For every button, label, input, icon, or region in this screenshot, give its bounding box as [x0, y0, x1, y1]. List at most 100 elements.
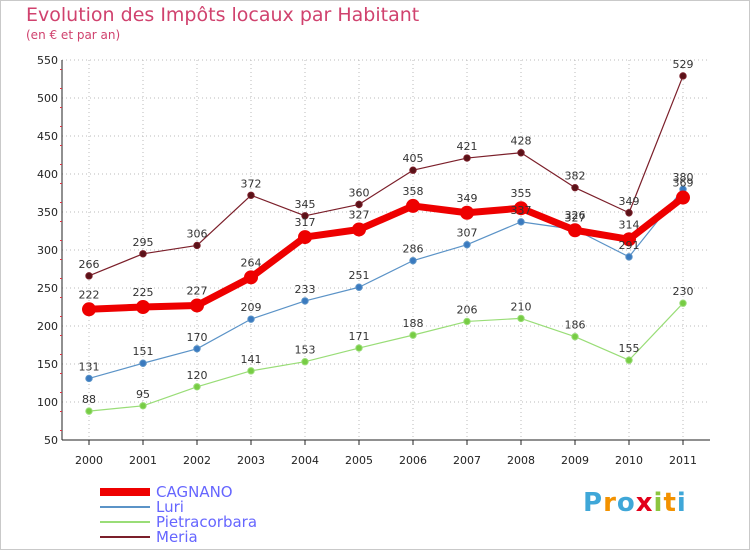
point-cagnano	[514, 201, 528, 216]
point-meria	[139, 250, 147, 258]
data-label-meria: 345	[295, 198, 316, 211]
data-label-meria: 306	[187, 227, 208, 240]
y-tick-label: 250	[37, 282, 58, 295]
point-luri	[301, 297, 309, 305]
data-label-pietracorbara: 95	[136, 388, 150, 401]
y-tick-label: 550	[37, 54, 58, 67]
point-cagnano	[244, 270, 258, 285]
data-label-cagnano: 225	[133, 286, 154, 299]
point-luri	[625, 253, 633, 261]
x-tick-label: 2006	[399, 454, 427, 467]
point-luri	[193, 345, 201, 353]
logo-letter: P	[583, 488, 604, 518]
data-label-pietracorbara: 188	[403, 317, 424, 330]
legend-label-pietracorbara: Pietracorbara	[156, 513, 258, 531]
logo-letter: i	[653, 488, 664, 518]
data-label-cagnano: 227	[187, 284, 208, 297]
point-cagnano	[352, 222, 366, 237]
legend-swatch-cagnano	[100, 488, 150, 496]
series-line-pietracorbara	[88, 302, 684, 412]
point-meria	[571, 183, 579, 192]
point-pietracorbara	[409, 331, 417, 339]
point-meria	[409, 166, 417, 174]
data-label-cagnano: 369	[673, 177, 694, 190]
point-cagnano	[190, 298, 204, 313]
point-cagnano	[460, 205, 474, 220]
data-label-pietracorbara: 141	[241, 353, 262, 366]
point-meria	[625, 209, 633, 217]
data-label-cagnano: 358	[403, 185, 424, 198]
point-pietracorbara	[517, 314, 525, 323]
data-label-luri: 307	[457, 227, 478, 240]
x-tick-label: 2001	[129, 454, 157, 467]
logo-letter: t	[663, 488, 677, 518]
data-label-cagnano: 314	[619, 218, 640, 231]
point-luri	[409, 256, 417, 265]
series-line-cagnano	[85, 194, 687, 313]
point-meria	[355, 200, 363, 209]
x-tick-label: 2005	[345, 454, 373, 467]
legend-item-cagnano: CAGNANO	[100, 483, 360, 501]
logo-letter: r	[603, 488, 617, 518]
data-label-pietracorbara: 230	[673, 285, 694, 298]
point-pietracorbara	[247, 367, 255, 375]
logo-letter: o	[616, 488, 636, 518]
point-pietracorbara	[301, 358, 309, 366]
point-luri	[463, 240, 471, 249]
data-label-luri: 251	[349, 269, 370, 282]
point-cagnano	[298, 230, 312, 245]
point-cagnano	[406, 198, 420, 213]
point-pietracorbara	[355, 344, 363, 352]
data-label-meria: 295	[133, 236, 154, 249]
point-cagnano	[676, 190, 690, 205]
data-label-luri: 209	[241, 301, 262, 314]
point-pietracorbara	[85, 407, 93, 415]
point-meria	[247, 191, 255, 199]
data-label-pietracorbara: 155	[619, 342, 640, 355]
point-pietracorbara	[463, 317, 471, 326]
point-pietracorbara	[679, 299, 687, 307]
data-label-meria: 529	[673, 58, 694, 71]
point-luri	[139, 359, 147, 367]
data-label-luri: 291	[619, 239, 640, 252]
y-tick-label: 350	[37, 206, 58, 219]
x-tick-label: 2002	[183, 454, 211, 467]
data-label-cagnano: 222	[79, 288, 100, 301]
data-label-cagnano: 317	[295, 216, 316, 229]
point-cagnano	[622, 232, 636, 247]
data-label-pietracorbara: 120	[187, 369, 208, 382]
legend-swatch-luri	[100, 506, 150, 508]
data-label-luri: 380	[673, 171, 694, 184]
legend-swatch-pietracorbara	[100, 521, 150, 523]
point-meria	[301, 212, 309, 220]
legend-label-luri: Luri	[156, 498, 184, 516]
data-label-meria: 428	[511, 135, 532, 148]
data-label-pietracorbara: 88	[82, 393, 96, 406]
point-meria	[85, 272, 93, 280]
data-label-pietracorbara: 186	[565, 319, 586, 332]
y-tick-label: 400	[37, 168, 58, 181]
y-tick-label: 200	[37, 320, 58, 333]
point-pietracorbara	[139, 402, 147, 410]
data-label-cagnano: 264	[241, 256, 262, 269]
data-label-meria: 421	[457, 140, 478, 153]
y-tick-label: 150	[37, 358, 58, 371]
point-luri	[355, 283, 363, 291]
x-tick-label: 2000	[75, 454, 103, 467]
data-label-luri: 170	[187, 331, 208, 344]
x-tick-label: 2004	[291, 454, 319, 467]
x-tick-label: 2010	[615, 454, 643, 467]
data-label-luri: 131	[79, 360, 100, 373]
point-meria	[679, 72, 687, 80]
data-label-pietracorbara: 153	[295, 344, 316, 357]
logo-letter: i	[676, 488, 687, 518]
point-cagnano	[568, 223, 582, 238]
y-tick-label: 50	[44, 434, 58, 447]
data-label-pietracorbara: 171	[349, 330, 370, 343]
data-label-meria: 349	[619, 195, 640, 208]
legend-item-meria: Meria	[100, 528, 360, 546]
data-label-luri: 151	[133, 345, 154, 358]
logo-letter: x	[635, 488, 654, 518]
